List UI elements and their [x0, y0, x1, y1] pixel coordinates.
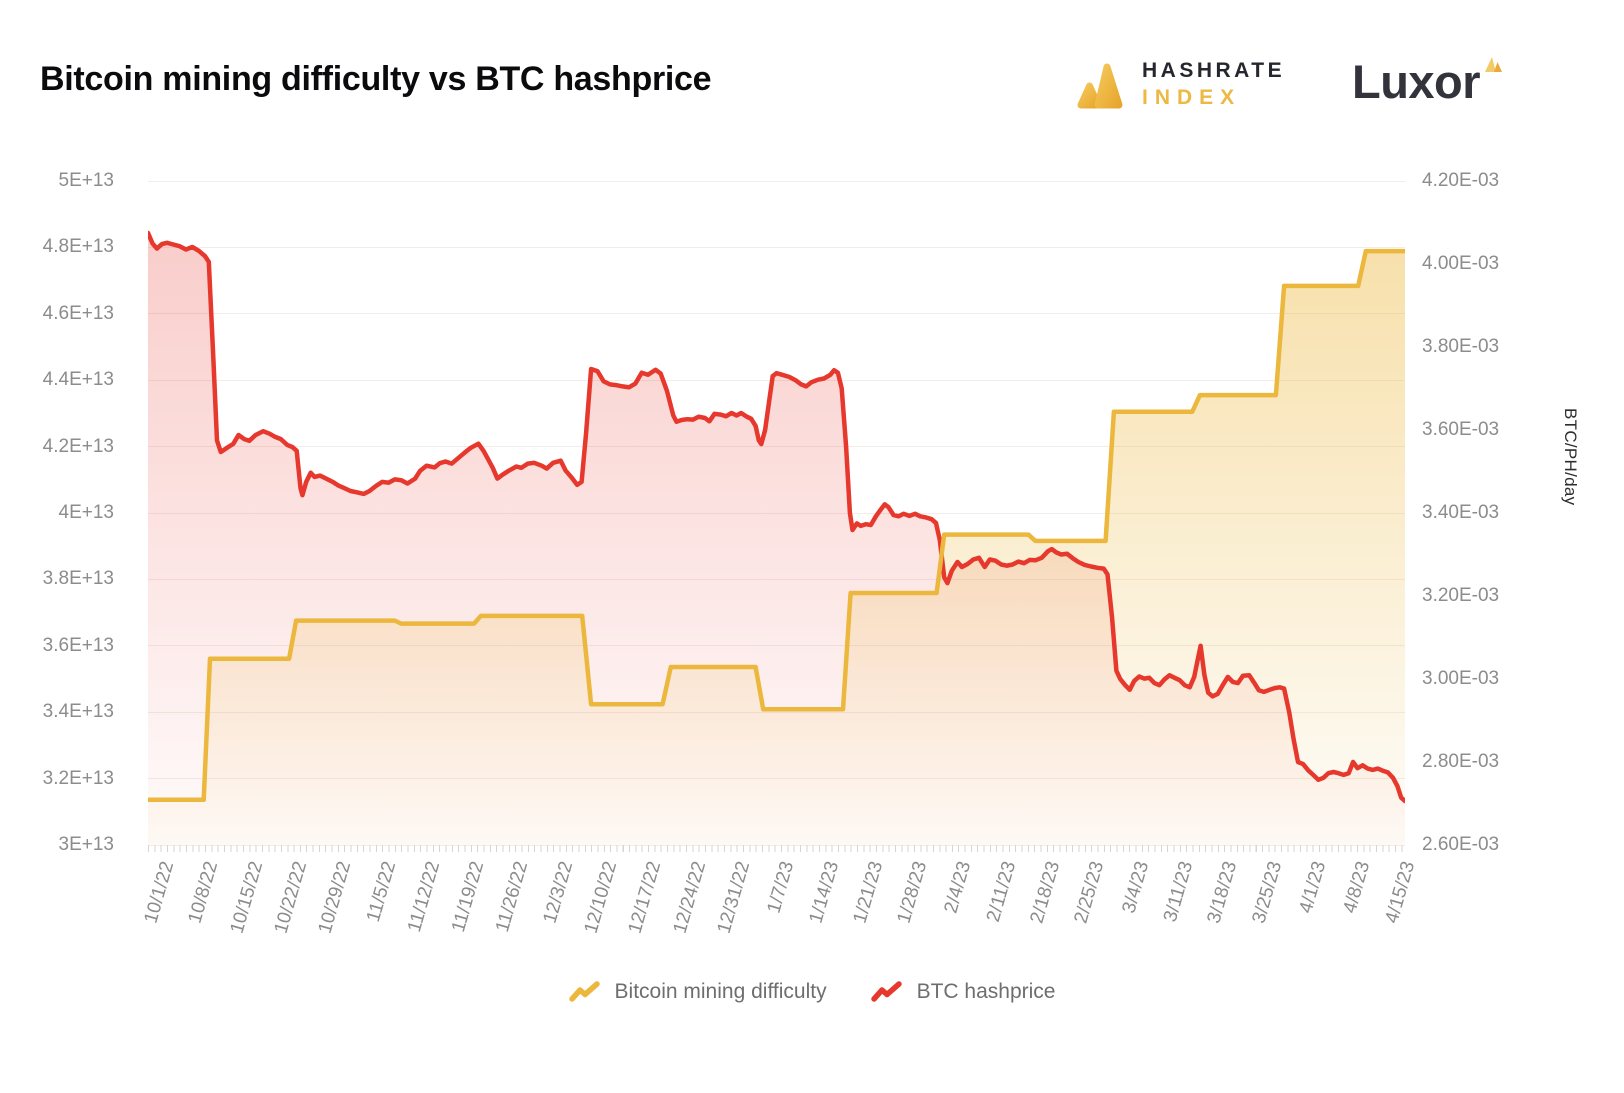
x-axis-tick-label: 1/21/23	[849, 859, 888, 926]
x-axis-tick-label: 11/12/22	[403, 859, 445, 935]
x-axis-tick-label: 2/25/23	[1070, 859, 1109, 926]
x-axis-tick-label: 4/1/23	[1295, 859, 1331, 916]
x-axis-tick-label: 12/10/22	[580, 859, 622, 936]
left-axis-tick-label: 3.8E+13	[42, 568, 114, 590]
gridline	[148, 246, 1405, 248]
right-axis-tick-label: 3.60E-03	[1422, 419, 1500, 440]
x-axis-tick-label: 10/8/22	[184, 859, 223, 926]
gridline	[148, 313, 1405, 315]
gridline	[148, 180, 1405, 182]
x-axis-tick-label: 10/29/22	[314, 859, 356, 936]
hashprice-line	[148, 230, 1405, 804]
legend-label-hashprice: BTC hashprice	[916, 980, 1056, 1003]
left-axis-tick-label: 3.4E+13	[42, 701, 114, 723]
plot-area	[148, 230, 1405, 845]
luxor-wordmark: Luxor	[1352, 55, 1481, 108]
x-axis-tick-label: 3/18/23	[1203, 859, 1242, 926]
right-axis-tick-label: 4.20E-03	[1422, 170, 1500, 191]
x-axis-tick-label: 11/26/22	[492, 859, 533, 935]
right-axis-tick-label: 2.80E-03	[1422, 751, 1500, 772]
left-axis-tick-label: 3.2E+13	[42, 767, 114, 789]
x-axis-tick-label: 2/4/23	[940, 859, 976, 916]
left-axis-tick-label: 4.4E+13	[42, 369, 114, 391]
x-axis-tick-label: 4/8/23	[1339, 859, 1375, 916]
x-axis-tick-label: 11/5/22	[362, 859, 400, 925]
x-axis-tick-label: 12/3/22	[539, 859, 577, 926]
left-axis-tick-label: 4.8E+13	[42, 236, 114, 258]
right-axis-tick-label: 2.60E-03	[1422, 834, 1500, 855]
hashrate-index-logo: HASHRATE INDEX	[1072, 56, 1285, 112]
left-axis-tick-label: 4.6E+13	[42, 302, 114, 324]
right-axis-tick-label: 4.00E-03	[1422, 253, 1500, 274]
luxor-triangle-icon	[1485, 57, 1503, 72]
x-axis-tick-label: 10/1/22	[140, 859, 179, 926]
x-axis-tick-label: 3/4/23	[1118, 859, 1153, 916]
x-axis-tick-label: 1/7/23	[763, 859, 799, 916]
right-axis-tick-label: 3.40E-03	[1422, 502, 1500, 523]
x-axis-tick-label: 2/18/23	[1026, 859, 1065, 926]
x-axis-tick-label: 10/15/22	[226, 859, 267, 936]
x-axis-tick-label: 3/25/23	[1248, 859, 1286, 926]
x-axis-tick-label: 2/11/23	[982, 859, 1020, 925]
hashrate-text: HASHRATE	[1142, 58, 1286, 82]
right-axis-title: BTC/PH/day	[1561, 408, 1580, 506]
x-axis-tick-label: 10/22/22	[270, 859, 312, 936]
hashrate-index-wordmark: HASHRATE INDEX	[1142, 59, 1285, 110]
right-axis-tick-label: 3.80E-03	[1422, 336, 1500, 357]
left-axis-tick-label: 5E+13	[58, 170, 114, 191]
legend-item-difficulty[interactable]: Bitcoin mining difficulty	[568, 980, 827, 1004]
x-axis-tick-label: 3/11/23	[1159, 859, 1198, 925]
left-axis-tick-label: 4.2E+13	[42, 435, 114, 457]
difficulty-area	[148, 251, 1405, 845]
x-axis-tick-label: 11/19/22	[448, 859, 489, 935]
x-axis-tick-strip	[148, 845, 1406, 852]
x-axis-tick-label: 12/17/22	[624, 859, 666, 936]
difficulty-line	[148, 248, 1405, 803]
left-axis-tick-label: 3E+13	[58, 834, 114, 855]
left-axis-tick-label: 4E+13	[58, 502, 114, 523]
left-axis-tick-label: 3.6E+13	[42, 634, 114, 656]
x-axis-tick-label: 12/24/22	[669, 859, 710, 936]
legend-label-difficulty: Bitcoin mining difficulty	[614, 980, 827, 1003]
x-axis-tick-label: 12/31/22	[713, 859, 755, 936]
x-axis-tick-label: 4/15/23	[1381, 859, 1419, 926]
index-text: INDEX	[1142, 85, 1242, 109]
legend: Bitcoin mining difficulty BTC hashprice	[0, 980, 1624, 1004]
right-axis-tick-label: 3.00E-03	[1422, 668, 1500, 689]
page-title: Bitcoin mining difficulty vs BTC hashpri…	[40, 60, 712, 98]
right-axis-tick-label: 3.20E-03	[1422, 585, 1500, 606]
luxor-logo: Luxor	[1352, 56, 1505, 108]
hashrate-index-mountains-icon	[1077, 63, 1123, 109]
difficulty-legend-icon	[568, 981, 600, 1002]
hashprice-legend-icon	[870, 981, 902, 1002]
x-axis-tick-label: 1/14/23	[805, 859, 843, 926]
x-axis-tick-label: 1/28/23	[893, 859, 932, 926]
legend-item-hashprice[interactable]: BTC hashprice	[870, 980, 1056, 1004]
